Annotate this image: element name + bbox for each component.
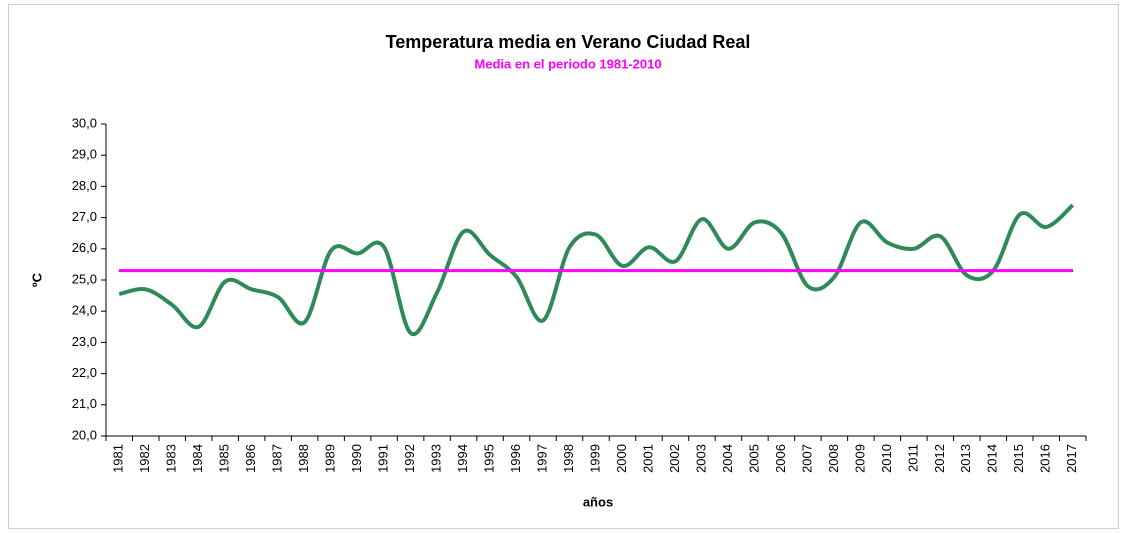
x-tick-label: 2003: [693, 444, 708, 473]
chart-subtitle: Media en el periodo 1981-2010: [474, 56, 661, 71]
x-tick-label: 2011: [905, 444, 920, 472]
x-axis-title: años: [583, 494, 613, 509]
x-tick-label: 1983: [164, 444, 179, 473]
x-tick-label: 2012: [932, 444, 947, 473]
x-tick-label: 2006: [773, 444, 788, 473]
x-tick-label: 2010: [879, 444, 894, 473]
x-tick-label: 1991: [376, 444, 391, 473]
x-tick-label: 1998: [561, 444, 576, 473]
chart-title: Temperatura media en Verano Ciudad Real: [386, 32, 751, 52]
x-tick-label: 2005: [746, 444, 761, 473]
x-tick-label: 2008: [826, 444, 841, 473]
data-line: [118, 203, 1075, 337]
x-tick-label: 1997: [534, 444, 549, 473]
x-tick-label: 2013: [958, 444, 973, 473]
y-tick-label: 24,0: [72, 303, 97, 318]
x-tick-label: 1989: [323, 444, 338, 473]
x-tick-label: 2014: [985, 444, 1000, 473]
y-tick-label: 27,0: [72, 209, 97, 224]
x-tick-label: 2004: [720, 444, 735, 473]
y-axis-title: ºC: [29, 272, 44, 287]
x-tick-label: 1993: [429, 444, 444, 473]
x-tick-label: 2001: [640, 444, 655, 473]
x-tick-label: 1986: [243, 444, 258, 473]
x-tick-label: 1988: [296, 444, 311, 473]
x-tick-label: 1999: [587, 444, 602, 473]
x-tick-label: 2016: [1038, 444, 1053, 473]
x-tick-label: 2015: [1011, 444, 1026, 473]
x-tick-label: 1984: [190, 444, 205, 473]
x-tick-label: 1995: [481, 444, 496, 473]
x-tick-label: 2000: [614, 444, 629, 473]
x-tick-label: 1990: [349, 444, 364, 473]
x-tick-label: 1982: [137, 444, 152, 473]
x-tick-label: 1987: [270, 444, 285, 473]
x-tick-label: 2002: [667, 444, 682, 473]
x-tick-label: 1981: [111, 444, 126, 473]
x-tick-label: 2017: [1064, 444, 1079, 473]
x-tick-label: 1985: [217, 444, 232, 473]
y-tick-label: 28,0: [72, 178, 97, 193]
y-tick-label: 20,0: [72, 427, 97, 442]
y-tick-label: 30,0: [72, 115, 97, 130]
x-tick-label: 2007: [799, 444, 814, 473]
x-tick-label: 1992: [402, 444, 417, 473]
x-tick-label: 1996: [508, 444, 523, 473]
x-tick-label: 1994: [455, 444, 470, 473]
y-tick-label: 22,0: [72, 365, 97, 380]
y-tick-label: 29,0: [72, 147, 97, 162]
x-tick-label: 2009: [852, 444, 867, 473]
y-tick-label: 26,0: [72, 240, 97, 255]
y-tick-label: 25,0: [72, 271, 97, 286]
y-tick-label: 21,0: [72, 396, 97, 411]
y-tick-label: 23,0: [72, 334, 97, 349]
